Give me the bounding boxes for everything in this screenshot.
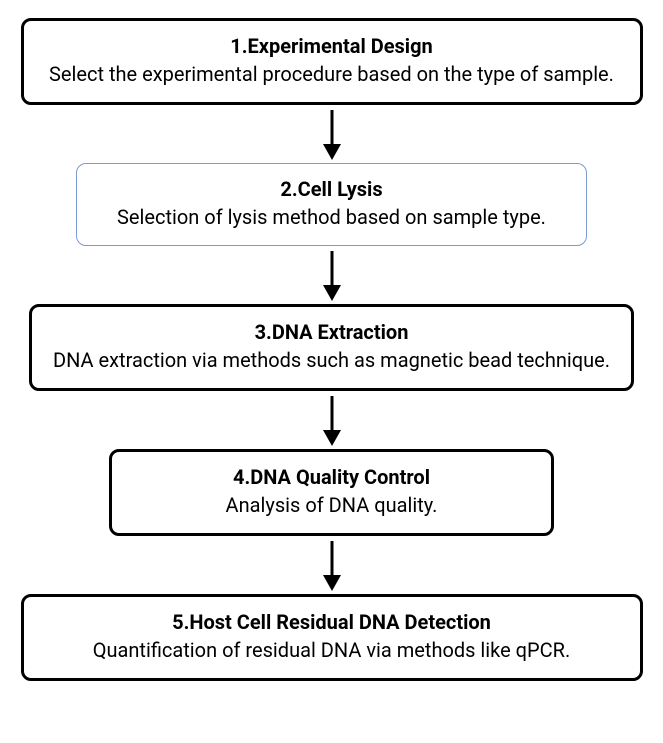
flowchart-node-step5: 5.Host Cell Residual DNA Detection Quant… — [21, 594, 643, 681]
arrow-down-icon — [321, 539, 343, 591]
flowchart-arrow — [321, 391, 343, 449]
node-desc: Selection of lysis method based on sampl… — [87, 204, 576, 231]
flowchart-node-step4: 4.DNA Quality Control Analysis of DNA qu… — [109, 449, 554, 536]
flowchart-node-step3: 3.DNA Extraction DNA extraction via meth… — [29, 304, 634, 391]
node-desc: Quantification of residual DNA via metho… — [34, 637, 630, 664]
node-title: 2.Cell Lysis — [87, 176, 576, 202]
arrow-down-icon — [321, 249, 343, 301]
arrow-down-icon — [321, 394, 343, 446]
flowchart-arrow — [321, 105, 343, 163]
node-title: 4.DNA Quality Control — [122, 464, 541, 490]
node-desc: Select the experimental procedure based … — [34, 61, 630, 88]
node-title: 5.Host Cell Residual DNA Detection — [34, 609, 630, 635]
flowchart-node-step2: 2.Cell Lysis Selection of lysis method b… — [76, 163, 587, 246]
flowchart-arrow — [321, 246, 343, 304]
flowchart-arrow — [321, 536, 343, 594]
node-desc: DNA extraction via methods such as magne… — [42, 347, 621, 374]
node-desc: Analysis of DNA quality. — [122, 492, 541, 519]
node-title: 1.Experimental Design — [34, 33, 630, 59]
node-title: 3.DNA Extraction — [42, 319, 621, 345]
flowchart-node-step1: 1.Experimental Design Select the experim… — [21, 18, 643, 105]
arrow-down-icon — [321, 108, 343, 160]
